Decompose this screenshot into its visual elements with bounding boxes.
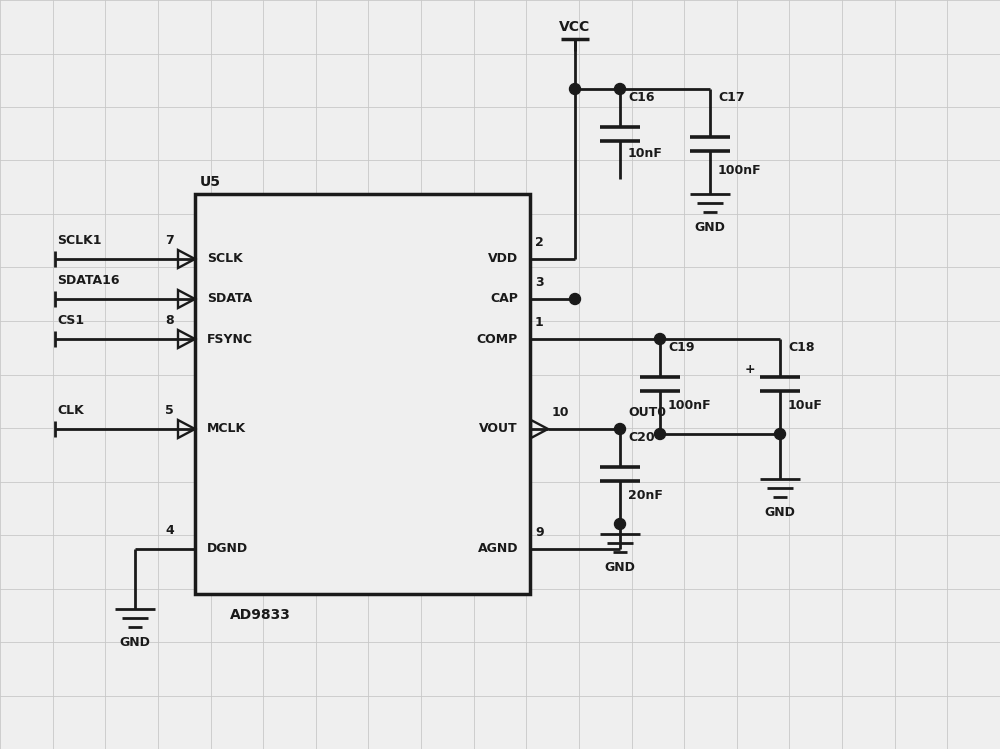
Text: AGND: AGND	[478, 542, 518, 556]
Circle shape	[570, 83, 580, 94]
Text: AD9833: AD9833	[230, 608, 291, 622]
Text: 4: 4	[165, 524, 174, 537]
Text: C17: C17	[718, 91, 745, 104]
Bar	[195, 194, 530, 594]
Text: VOUT: VOUT	[479, 422, 518, 435]
Circle shape	[614, 518, 626, 530]
Text: GND: GND	[605, 561, 635, 574]
Text: SDATA16: SDATA16	[57, 274, 120, 287]
Text: GND: GND	[120, 636, 150, 649]
Text: 1: 1	[535, 316, 544, 329]
Text: MCLK: MCLK	[207, 422, 246, 435]
Circle shape	[570, 294, 580, 305]
Text: SCLK: SCLK	[207, 252, 243, 265]
Text: C16: C16	[628, 91, 654, 104]
Text: 7: 7	[165, 234, 174, 247]
Text: GND: GND	[765, 506, 795, 519]
Text: +: +	[745, 363, 755, 376]
Circle shape	[774, 428, 786, 440]
Text: 5: 5	[165, 404, 174, 417]
Text: SDATA: SDATA	[207, 293, 252, 306]
Circle shape	[654, 333, 666, 345]
Text: SCLK1: SCLK1	[57, 234, 102, 247]
Text: 2: 2	[535, 236, 544, 249]
Text: 8: 8	[165, 314, 174, 327]
Text: C18: C18	[788, 341, 814, 354]
Text: 10uF: 10uF	[788, 399, 823, 412]
Text: COMP: COMP	[477, 333, 518, 345]
Text: OUT0: OUT0	[628, 406, 666, 419]
Text: 100nF: 100nF	[718, 164, 762, 177]
Text: 100nF: 100nF	[668, 399, 712, 412]
Text: DGND: DGND	[207, 542, 248, 556]
Text: 9: 9	[535, 526, 544, 539]
Circle shape	[614, 83, 626, 94]
Text: FSYNC: FSYNC	[207, 333, 253, 345]
Text: CS1: CS1	[57, 314, 84, 327]
Text: C19: C19	[668, 341, 694, 354]
Text: C20: C20	[628, 431, 655, 444]
Text: 20nF: 20nF	[628, 489, 663, 502]
Circle shape	[654, 428, 666, 440]
Text: CLK: CLK	[57, 404, 84, 417]
Circle shape	[614, 423, 626, 434]
Text: VDD: VDD	[488, 252, 518, 265]
Text: CAP: CAP	[490, 293, 518, 306]
Text: VCC: VCC	[559, 20, 591, 34]
Text: 10: 10	[552, 406, 570, 419]
Text: U5: U5	[200, 175, 221, 189]
Text: 3: 3	[535, 276, 544, 289]
Text: 10nF: 10nF	[628, 147, 663, 160]
Text: GND: GND	[695, 221, 725, 234]
